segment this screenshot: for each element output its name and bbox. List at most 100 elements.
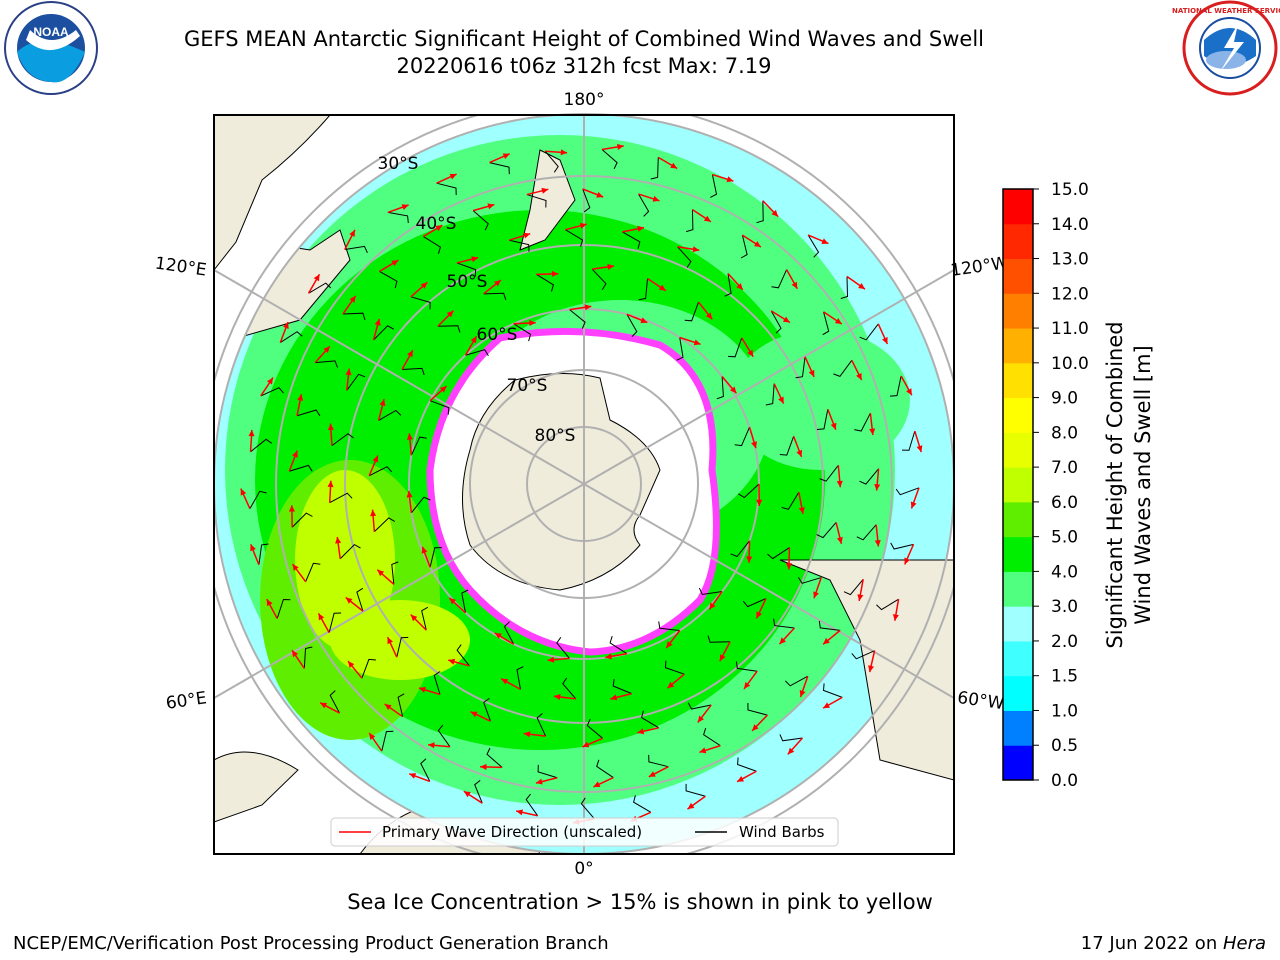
wind-barb	[305, 562, 321, 582]
polar-map: 180° 120°E 120°W 60°E 60°W 0° 30°S 40°S …	[154, 90, 1010, 879]
wind-barb	[344, 245, 368, 254]
wave-direction-arrowhead	[283, 322, 289, 329]
wind-barb	[685, 783, 706, 797]
colorbar-cell	[1003, 536, 1033, 572]
wind-barb	[526, 194, 547, 208]
colorbar-cell	[1003, 571, 1033, 607]
colorbar-cell	[1003, 675, 1033, 711]
wave-direction-arrowhead	[874, 540, 881, 547]
wave-direction-arrowhead	[406, 491, 413, 498]
sea-ice-footnote: Sea Ice Concentration > 15% is shown in …	[347, 890, 933, 914]
wave-direction-arrowhead	[787, 747, 795, 755]
wind-barb	[378, 409, 402, 421]
wind-barb	[396, 636, 409, 658]
wind-barb	[641, 710, 660, 729]
colorbar-tick-label: 6.0	[1051, 493, 1078, 513]
wave-direction-arrowhead	[323, 346, 330, 353]
wave-direction-arrowhead	[830, 422, 837, 430]
wave-direction-arrowhead	[579, 222, 587, 229]
wave-direction-arrowhead	[836, 480, 843, 488]
wave-direction-arrowhead	[480, 763, 487, 770]
wave-direction-arrowhead	[754, 241, 761, 247]
wind-barb	[779, 734, 803, 742]
wind-barb	[565, 229, 584, 247]
wind-barb	[250, 438, 273, 453]
wave-direction-arrowhead	[327, 480, 334, 488]
wind-barb	[737, 757, 757, 772]
wind-barb	[686, 209, 694, 233]
colorbar-cell	[1003, 640, 1033, 677]
wind-barb	[901, 430, 916, 451]
map-legend: Primary Wave Direction (unscaled) Wind B…	[330, 817, 839, 847]
wave-direction-arrowhead	[266, 599, 273, 607]
wave-direction-arrowhead	[248, 429, 255, 437]
wind-barb	[586, 718, 603, 739]
map-frame	[213, 114, 955, 855]
credit-branch: NCEP/EMC/Verification Post Processing Pr…	[13, 933, 609, 954]
wave-direction-arrowhead	[297, 394, 304, 401]
wave-direction-arrowhead	[560, 149, 568, 156]
wind-barb	[486, 747, 503, 768]
wave-direction-arrowhead	[726, 176, 734, 183]
wind-barb	[664, 660, 685, 675]
wind-barb	[303, 646, 313, 669]
wave-direction-arrowhead	[791, 281, 798, 289]
wind-barb	[703, 727, 721, 747]
wind-barb	[889, 375, 902, 397]
wave-direction-arrowhead	[648, 771, 656, 777]
wind-barb	[738, 483, 760, 499]
wind-barb	[397, 693, 405, 717]
wind-barb	[456, 262, 477, 277]
colorbar-cell	[1003, 432, 1033, 468]
wind-barb	[489, 162, 510, 175]
wind-barb	[402, 367, 425, 376]
wind-barb	[342, 312, 366, 321]
wave-direction-arrowhead	[348, 661, 355, 668]
colorbar-tick-label: 3.0	[1051, 597, 1078, 617]
wave-direction-arrowhead	[823, 702, 830, 709]
wave-direction-arrowhead	[318, 613, 325, 621]
lon-label-0: 0°	[574, 859, 593, 879]
colorbar-cell	[1003, 328, 1033, 364]
wave-direction-arrowhead	[288, 505, 295, 512]
wave-direction-arrowhead	[821, 238, 829, 244]
wave-direction-arrowhead	[428, 742, 435, 749]
wind-barb	[781, 491, 800, 510]
wave-direction-arrowhead	[607, 263, 614, 270]
wave-direction-arrowhead	[771, 209, 779, 217]
wind-barb	[391, 561, 399, 585]
wave-direction-arrowhead	[384, 704, 392, 711]
wind-barb	[779, 436, 795, 456]
wave-direction-arrowhead	[250, 544, 256, 552]
wind-barb	[707, 635, 731, 643]
lon-label-180: 180°	[564, 90, 605, 110]
wave-direction-arrowhead	[420, 282, 428, 289]
wave-direction-arrowhead	[916, 445, 923, 453]
wind-barb	[756, 200, 764, 224]
colorbar-cell	[1003, 501, 1033, 538]
wave-direction-arrowhead	[605, 653, 612, 660]
wave-direction-arrowhead	[327, 423, 334, 431]
wave-direction-arrowhead	[370, 509, 377, 517]
wind-barb	[658, 621, 680, 632]
wind-barb	[421, 606, 429, 631]
wind-barb	[410, 296, 431, 310]
wind-barb	[276, 598, 291, 619]
wave-direction-arrowhead	[391, 260, 399, 266]
colorbar-cell	[1003, 223, 1033, 260]
wave-direction-arrowhead	[730, 386, 737, 394]
wave-direction-arrowhead	[836, 536, 843, 544]
lon-label-120w: 120°W	[949, 253, 1009, 281]
wind-barb	[890, 542, 914, 550]
wave-direction-arrowhead	[906, 388, 912, 396]
lon-label-60w: 60°W	[956, 688, 1005, 714]
wave-direction-arrowhead	[292, 450, 298, 458]
wind-barb	[296, 409, 321, 417]
wave-direction-arrowhead	[779, 637, 786, 645]
wind-barb	[569, 309, 586, 329]
wind-barb	[807, 234, 820, 258]
wave-direction-arrowhead	[778, 396, 784, 404]
wind-barb	[638, 193, 650, 217]
wave-direction-arrowhead	[470, 711, 478, 718]
wind-barb	[895, 487, 920, 496]
